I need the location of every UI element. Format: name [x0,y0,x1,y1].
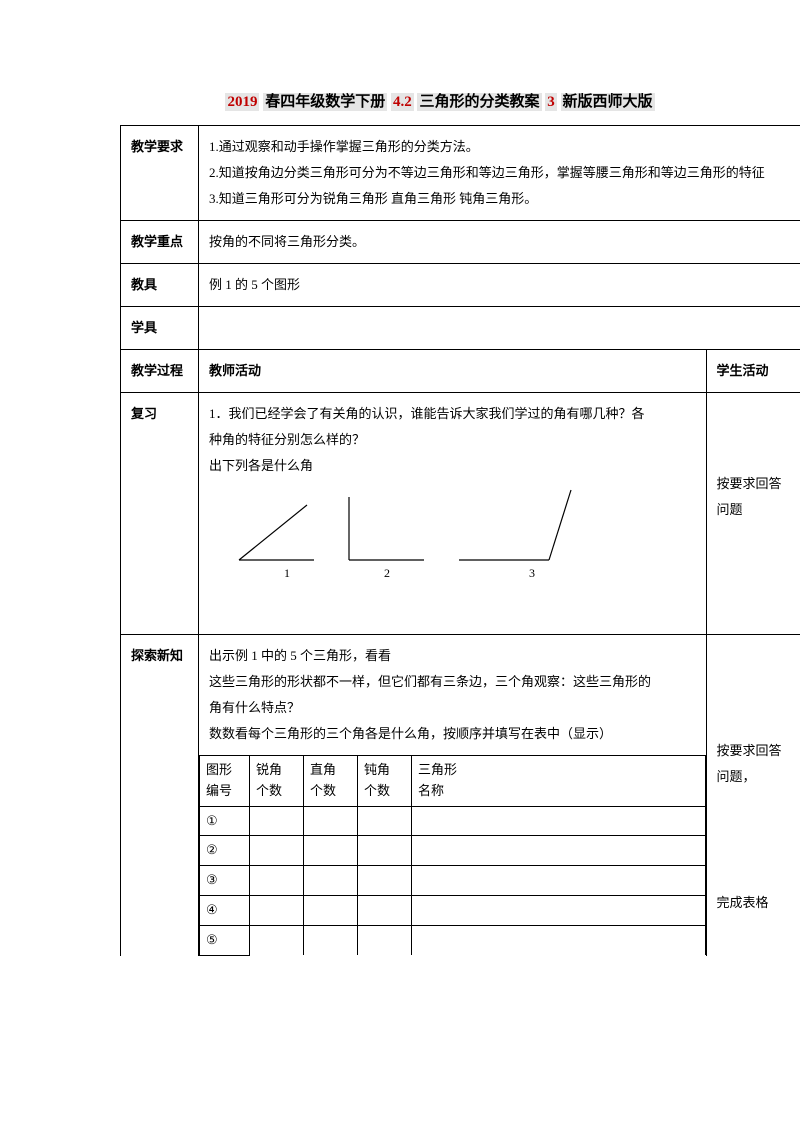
inner-r5: ⑤ [200,925,250,955]
angle-figures: 1 2 3 [229,485,696,594]
inner-row-2: ② [200,836,706,866]
explore-activity1: 按要求回答问题， [717,738,791,790]
row-requirement: 教学要求 1.通过观察和动手操作掌握三角形的分类方法。 2.知道按角边分类三角形… [121,126,800,221]
page-title: 2019 春四年级数学下册 4.2 三角形的分类教案 3 新版西师大版 [120,90,800,111]
header-teacher-activity: 教师活动 [199,350,707,393]
review-line1: 1．我们已经学会了有关角的认识，谁能告诉大家我们学过的角有哪几种？各 [209,401,696,427]
title-part2: 春四年级数学下册 [263,93,387,111]
row-tool: 教具 例 1 的 5 个图形 [121,264,800,307]
row-process-header: 教学过程 教师活动 学生活动 [121,350,800,393]
row-explore: 探索新知 出示例 1 中的 5 个三角形，看看 这些三角形的形状都不一样，但它们… [121,635,800,956]
inner-header-row: 图形编号 锐角个数 直角个数 钝角个数 三角形名称 [200,756,706,807]
row-student-tool: 学具 [121,307,800,350]
angle-label-1: 1 [284,566,290,580]
triangle-classification-table: 图形编号 锐角个数 直角个数 钝角个数 三角形名称 ① ② ③ ④ ⑤ [199,755,706,956]
req-line1: 1.通过观察和动手操作掌握三角形的分类方法。 [209,134,790,160]
review-activity-text: 按要求回答问题 [717,471,791,523]
explore-line1: 出示例 1 中的 5 个三角形，看看 [209,643,696,669]
explore-line2: 这些三角形的形状都不一样，但它们都有三条边，三个角观察：这些三角形的 [209,669,696,695]
content-student-tool [199,307,800,350]
label-review: 复习 [121,393,199,635]
label-student-tool: 学具 [121,307,199,350]
label-process: 教学过程 [121,350,199,393]
review-student-activity: 按要求回答问题 [706,393,800,635]
content-requirement: 1.通过观察和动手操作掌握三角形的分类方法。 2.知道按角边分类三角形可分为不等… [199,126,800,221]
title-part4: 三角形的分类教案 [417,93,541,111]
content-focus: 按角的不同将三角形分类。 [199,221,800,264]
review-line2: 种角的特征分别怎么样的？ [209,427,696,453]
inner-h5: 三角形名称 [412,756,706,807]
title-part1: 2019 [225,93,259,111]
title-part3: 4.2 [391,93,414,111]
title-part6: 新版西师大版 [561,93,655,111]
inner-row-1: ① [200,806,706,836]
inner-r3: ③ [200,866,250,896]
inner-r1: ① [200,806,250,836]
angle-label-2: 2 [384,566,390,580]
inner-r4: ④ [200,895,250,925]
explore-line3: 角有什么特点？ [209,695,696,721]
explore-student-activity: 按要求回答问题， 完成表格 [706,635,800,956]
inner-r2: ② [200,836,250,866]
angle-label-3: 3 [529,566,535,580]
label-explore: 探索新知 [121,635,199,956]
label-focus: 教学重点 [121,221,199,264]
inner-row-4: ④ [200,895,706,925]
inner-h2: 锐角个数 [250,756,304,807]
review-line3: 出下列各是什么角 [209,453,696,479]
header-student-activity: 学生活动 [706,350,800,393]
req-line2: 2.知道按角边分类三角形可分为不等边三角形和等边三角形，掌握等腰三角形和等边三角… [209,160,790,186]
inner-h1: 图形编号 [200,756,250,807]
label-requirement: 教学要求 [121,126,199,221]
content-tool: 例 1 的 5 个图形 [199,264,800,307]
label-tool: 教具 [121,264,199,307]
explore-activity2: 完成表格 [717,890,791,916]
content-review: 1．我们已经学会了有关角的认识，谁能告诉大家我们学过的角有哪几种？各 种角的特征… [199,393,707,635]
inner-h3: 直角个数 [304,756,358,807]
explore-line4: 数数看每个三角形的三个角各是什么角，按顺序并填写在表中（显示） [209,721,696,747]
row-focus: 教学重点 按角的不同将三角形分类。 [121,221,800,264]
lesson-plan-table: 教学要求 1.通过观察和动手操作掌握三角形的分类方法。 2.知道按角边分类三角形… [120,125,800,956]
req-line3: 3.知道三角形可分为锐角三角形 直角三角形 钝角三角形。 [209,186,790,212]
row-review: 复习 1．我们已经学会了有关角的认识，谁能告诉大家我们学过的角有哪几种？各 种角… [121,393,800,635]
inner-h4: 钝角个数 [358,756,412,807]
inner-row-3: ③ [200,866,706,896]
content-explore: 出示例 1 中的 5 个三角形，看看 这些三角形的形状都不一样，但它们都有三条边… [199,635,707,956]
inner-row-5: ⑤ [200,925,706,955]
title-part5: 3 [545,93,557,111]
angles-svg: 1 2 3 [229,485,609,585]
